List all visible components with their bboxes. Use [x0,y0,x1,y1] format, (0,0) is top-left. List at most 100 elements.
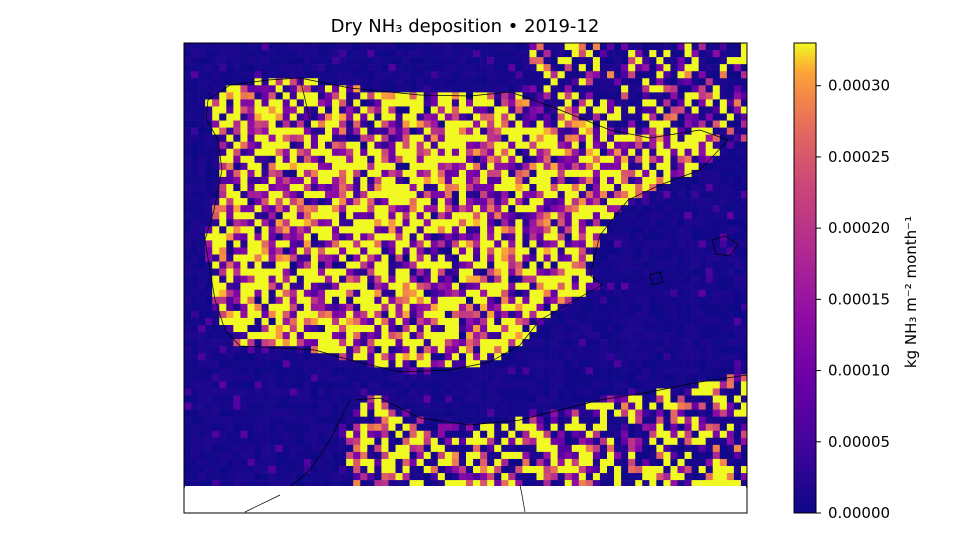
heatmap-cell [677,254,685,262]
heatmap-cell [494,374,502,382]
heatmap-cell [395,310,403,319]
heatmap-cell [466,191,474,199]
heatmap-cell [522,71,530,79]
heatmap-cell [219,99,227,107]
heatmap-cell [642,127,650,135]
heatmap-cell [395,423,403,432]
heatmap-cell [360,219,368,227]
heatmap-cell [191,430,199,439]
heatmap-cell [712,106,721,114]
heatmap-cell [219,127,227,135]
heatmap-cell [515,381,523,389]
heatmap-cell [346,261,354,269]
heatmap-cell [444,57,453,65]
heatmap-cell [416,162,424,171]
heatmap-cell [416,451,424,460]
heatmap-cell [395,78,403,86]
heatmap-cell [226,247,234,255]
heatmap-cell [684,50,692,58]
heatmap-cell [395,99,403,107]
heatmap-cell [317,92,326,100]
heatmap-cell [261,480,269,488]
heatmap-cell [677,444,685,453]
heatmap-cell [487,473,495,481]
heatmap-cell [712,430,721,439]
heatmap-cell [317,176,326,185]
heatmap-cell [303,268,312,276]
heatmap-cell [557,50,565,58]
heatmap-cell [402,169,410,178]
heatmap-cell [649,303,657,312]
heatmap-cell [303,437,312,446]
heatmap-cell [621,346,629,354]
heatmap-cell [254,339,262,347]
heatmap-cell [719,191,728,199]
heatmap-cell [296,388,305,396]
heatmap-cell [184,198,192,206]
heatmap-cell [402,184,410,192]
heatmap-cell [473,176,481,185]
heatmap-cell [677,416,685,424]
heatmap-cell [473,388,481,396]
heatmap-cell [508,247,516,255]
heatmap-cell [360,346,368,354]
heatmap-cell [494,325,502,333]
heatmap-cell [578,247,587,255]
heatmap-cell [691,395,699,403]
heatmap-cell [310,317,319,326]
heatmap-cell [339,339,347,347]
heatmap-cell [628,332,636,340]
heatmap-cell [367,71,375,79]
heatmap-cell [416,430,424,439]
heatmap-cell [522,409,530,417]
heatmap-cell [621,275,629,283]
heatmap-cell [212,212,220,220]
heatmap-cell [515,92,523,100]
heatmap-cell [409,339,417,347]
heatmap-cell [607,416,615,424]
heatmap-cell [282,85,291,93]
heatmap-cell [416,212,424,220]
heatmap-cell [691,423,699,432]
heatmap-cell [599,374,608,382]
heatmap-cell [501,409,509,417]
heatmap-cell [494,198,502,206]
heatmap-cell [487,57,495,65]
heatmap-cell [381,106,389,114]
heatmap-cell [536,169,544,178]
heatmap-cell [515,261,523,269]
heatmap-cell [466,78,474,86]
heatmap-cell [212,184,220,192]
heatmap-cell [325,64,333,72]
heatmap-cell [332,332,340,340]
heatmap-cell [599,317,608,326]
heatmap-cell [487,289,495,298]
heatmap-cell [642,430,650,439]
heatmap-cell [346,360,354,368]
heatmap-cell [635,169,643,178]
heatmap-cell [346,339,354,347]
heatmap-cell [275,332,283,340]
heatmap-cell [642,176,650,185]
heatmap-cell [543,85,551,93]
heatmap-cell [656,282,664,291]
heatmap-cell [310,92,319,100]
heatmap-cell [628,155,636,164]
heatmap-cell [374,430,382,439]
heatmap-cell [275,473,283,481]
heatmap-cell [592,169,601,178]
heatmap-cell [261,409,269,417]
heatmap-cell [670,247,678,255]
heatmap-cell [282,353,291,361]
heatmap-cell [458,451,467,460]
heatmap-cell [296,296,305,305]
heatmap-cell [423,106,432,114]
heatmap-cell [381,254,389,262]
heatmap-cell [515,374,523,382]
heatmap-cell [388,212,396,220]
heatmap-cell [339,458,347,467]
heatmap-cell [451,198,460,206]
heatmap-cell [614,219,622,227]
heatmap-cell [592,191,601,199]
heatmap-cell [466,317,474,326]
